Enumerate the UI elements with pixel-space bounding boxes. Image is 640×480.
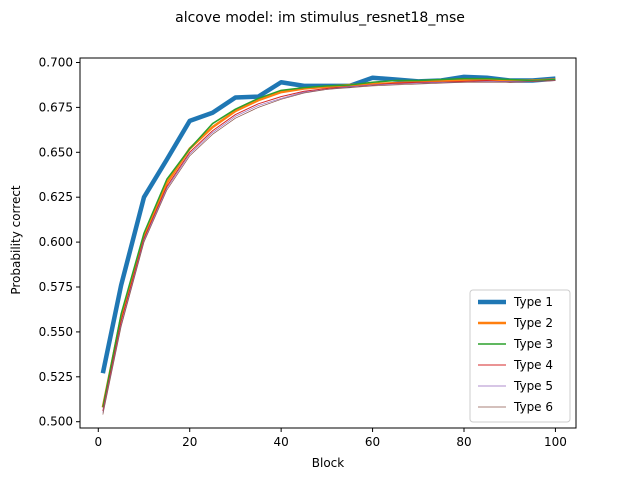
y-tick-label: 0.600	[39, 235, 73, 249]
series-lines	[100, 74, 556, 415]
y-tick-label: 0.650	[39, 145, 73, 159]
legend-label-type-6: Type 6	[513, 400, 553, 414]
axes: 0 20 40 60 80 100 0.500 0.525 0.550 0.575 0.600 0.6…	[39, 55, 577, 449]
legend-label-type-5: Type 5	[513, 379, 553, 393]
y-tick-label: 0.550	[39, 325, 73, 339]
y-tick-label: 0.500	[39, 415, 73, 429]
axes-frame	[79, 57, 577, 429]
y-tick-label: 0.525	[39, 370, 73, 384]
x-axis-label: Block	[312, 456, 345, 470]
x-tick-label: 0	[94, 435, 102, 449]
series-line-type-3	[102, 77, 556, 408]
legend-label-type-2: Type 2	[513, 316, 553, 330]
legend-label-type-1: Type 1	[513, 295, 553, 309]
legend-label-type-4: Type 4	[513, 358, 553, 372]
y-tick-label: 0.675	[39, 100, 73, 114]
series-line-type-6	[102, 80, 556, 415]
x-tick-label: 20	[182, 435, 197, 449]
y-tick-label: 0.575	[39, 280, 73, 294]
chart-title: alcove model: im stimulus_resnet18_mse	[175, 10, 465, 26]
y-axis-label: Probability correct	[9, 185, 23, 295]
x-tick-label: 60	[365, 435, 380, 449]
x-tick-label: 40	[274, 435, 289, 449]
y-tick-label: 0.625	[39, 190, 73, 204]
series-line-type-4	[102, 79, 556, 412]
plot-area	[100, 74, 556, 415]
legend: Type 1 Type 2 Type 3 Type 4 Type 5 Type 6	[469, 289, 571, 423]
x-tick-label: 80	[456, 435, 471, 449]
y-tick-label: 0.700	[39, 55, 73, 69]
legend-label-type-3: Type 3	[513, 337, 553, 351]
x-tick-label: 100	[544, 435, 567, 449]
